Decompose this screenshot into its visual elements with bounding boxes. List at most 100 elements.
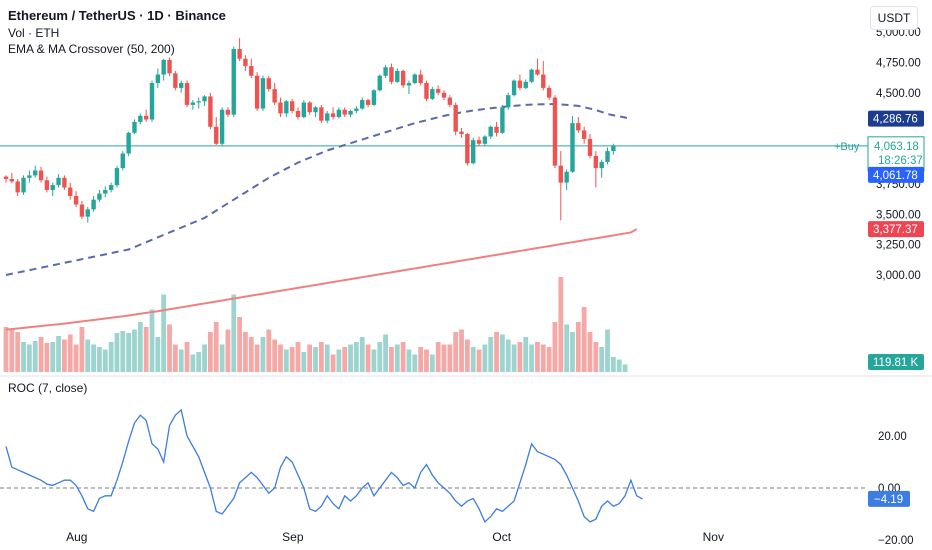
candle-body xyxy=(260,78,266,109)
ma-value-tag: 3,377.37 xyxy=(873,224,918,236)
volume-bar xyxy=(500,334,505,372)
volume-bar xyxy=(307,344,313,372)
candle-body xyxy=(599,162,604,169)
volume-bar xyxy=(348,344,353,372)
candles xyxy=(3,38,616,223)
volume-bar xyxy=(552,322,558,372)
candle-body xyxy=(33,170,38,176)
volume-bar xyxy=(149,309,155,372)
volume-bar xyxy=(9,329,15,372)
candle-body xyxy=(558,165,563,183)
volume-bar xyxy=(85,339,91,372)
price-axis-tick: 5,000.00 xyxy=(876,27,921,39)
volume-bar xyxy=(622,364,628,372)
price-axis-tick: 4,750.00 xyxy=(876,57,921,69)
candle-body xyxy=(68,187,73,197)
candle-body xyxy=(570,123,575,172)
candle-body xyxy=(73,196,79,205)
volume-bar xyxy=(32,341,38,372)
candle-body xyxy=(400,70,406,86)
symbol-title: Ethereum / TetherUS · 1D · Binance xyxy=(8,8,226,23)
candle-body xyxy=(85,209,90,217)
volume-bar xyxy=(190,354,196,372)
volume-bars xyxy=(3,277,628,372)
volume-bar xyxy=(505,339,511,372)
time-axis-label: Oct xyxy=(492,530,511,544)
volume-bar xyxy=(359,337,365,372)
candle-body xyxy=(167,59,172,74)
volume-bar xyxy=(535,342,540,372)
candle-body xyxy=(21,177,26,193)
volume-bar xyxy=(219,344,225,372)
countdown-label: 18:26:37 xyxy=(878,155,923,167)
candle-body xyxy=(371,90,377,105)
candle-body xyxy=(412,74,417,84)
volume-bar xyxy=(330,354,336,372)
ma200-line xyxy=(5,228,638,331)
volume-bar xyxy=(272,339,278,372)
volume-bar xyxy=(564,324,570,372)
volume-bar xyxy=(62,339,67,372)
volume-bar xyxy=(581,307,587,372)
roc-value-tag-bg xyxy=(868,490,910,507)
candle-body xyxy=(541,74,546,88)
volume-bar xyxy=(155,337,161,372)
volume-bar xyxy=(243,332,248,372)
candle-body xyxy=(15,181,20,193)
volume-bar xyxy=(389,347,394,372)
candle-body xyxy=(459,131,464,135)
candle-body xyxy=(243,58,248,67)
ema50-line xyxy=(5,103,632,276)
candle-body xyxy=(430,89,435,99)
candle-body xyxy=(395,70,400,82)
volume-legend: Vol · ETH xyxy=(8,26,60,40)
candle-body xyxy=(552,97,558,166)
volume-bar xyxy=(278,344,283,372)
volume-bar xyxy=(529,344,534,372)
volume-bar xyxy=(167,324,172,372)
candle-body xyxy=(348,110,353,115)
candle-body xyxy=(535,69,540,75)
candle-body xyxy=(611,145,616,152)
candle-body xyxy=(27,175,32,178)
volume-bar xyxy=(137,322,143,372)
volume-bar xyxy=(365,344,371,372)
volume-bar xyxy=(570,332,575,372)
candle-body xyxy=(377,75,382,91)
volume-bar xyxy=(50,342,56,372)
candle-body xyxy=(173,73,178,88)
candle-body xyxy=(91,199,96,210)
candle-body xyxy=(465,134,470,164)
candle-body xyxy=(237,49,242,59)
volume-bar xyxy=(336,349,342,372)
roc-line xyxy=(5,408,643,523)
volume-bar xyxy=(132,329,137,372)
candle-body xyxy=(38,170,44,181)
volume-bar xyxy=(237,317,242,372)
volume-bar xyxy=(260,337,266,372)
volume-bar xyxy=(126,333,132,372)
candle-body xyxy=(272,89,277,103)
volume-bar xyxy=(295,342,301,372)
candle-body xyxy=(249,66,254,76)
volume-bar xyxy=(248,337,254,372)
candle-body xyxy=(108,185,114,190)
volume-bar xyxy=(406,349,412,372)
candle-body xyxy=(587,138,593,156)
volume-bar xyxy=(599,347,605,372)
volume-bar xyxy=(38,337,44,372)
volume-bar xyxy=(517,342,523,372)
candle-body xyxy=(278,102,283,114)
volume-bar xyxy=(202,344,207,372)
volume-bar xyxy=(371,349,377,372)
time-axis-label: Nov xyxy=(703,530,724,544)
volume-bar xyxy=(605,329,610,372)
candle-body xyxy=(266,78,271,90)
candle-body xyxy=(476,140,482,144)
indicator-legend: EMA & MA Crossover (50, 200) xyxy=(8,42,175,56)
candle-body xyxy=(50,185,55,190)
currency-button[interactable]: USDT xyxy=(870,6,918,30)
volume-bar xyxy=(435,342,441,372)
